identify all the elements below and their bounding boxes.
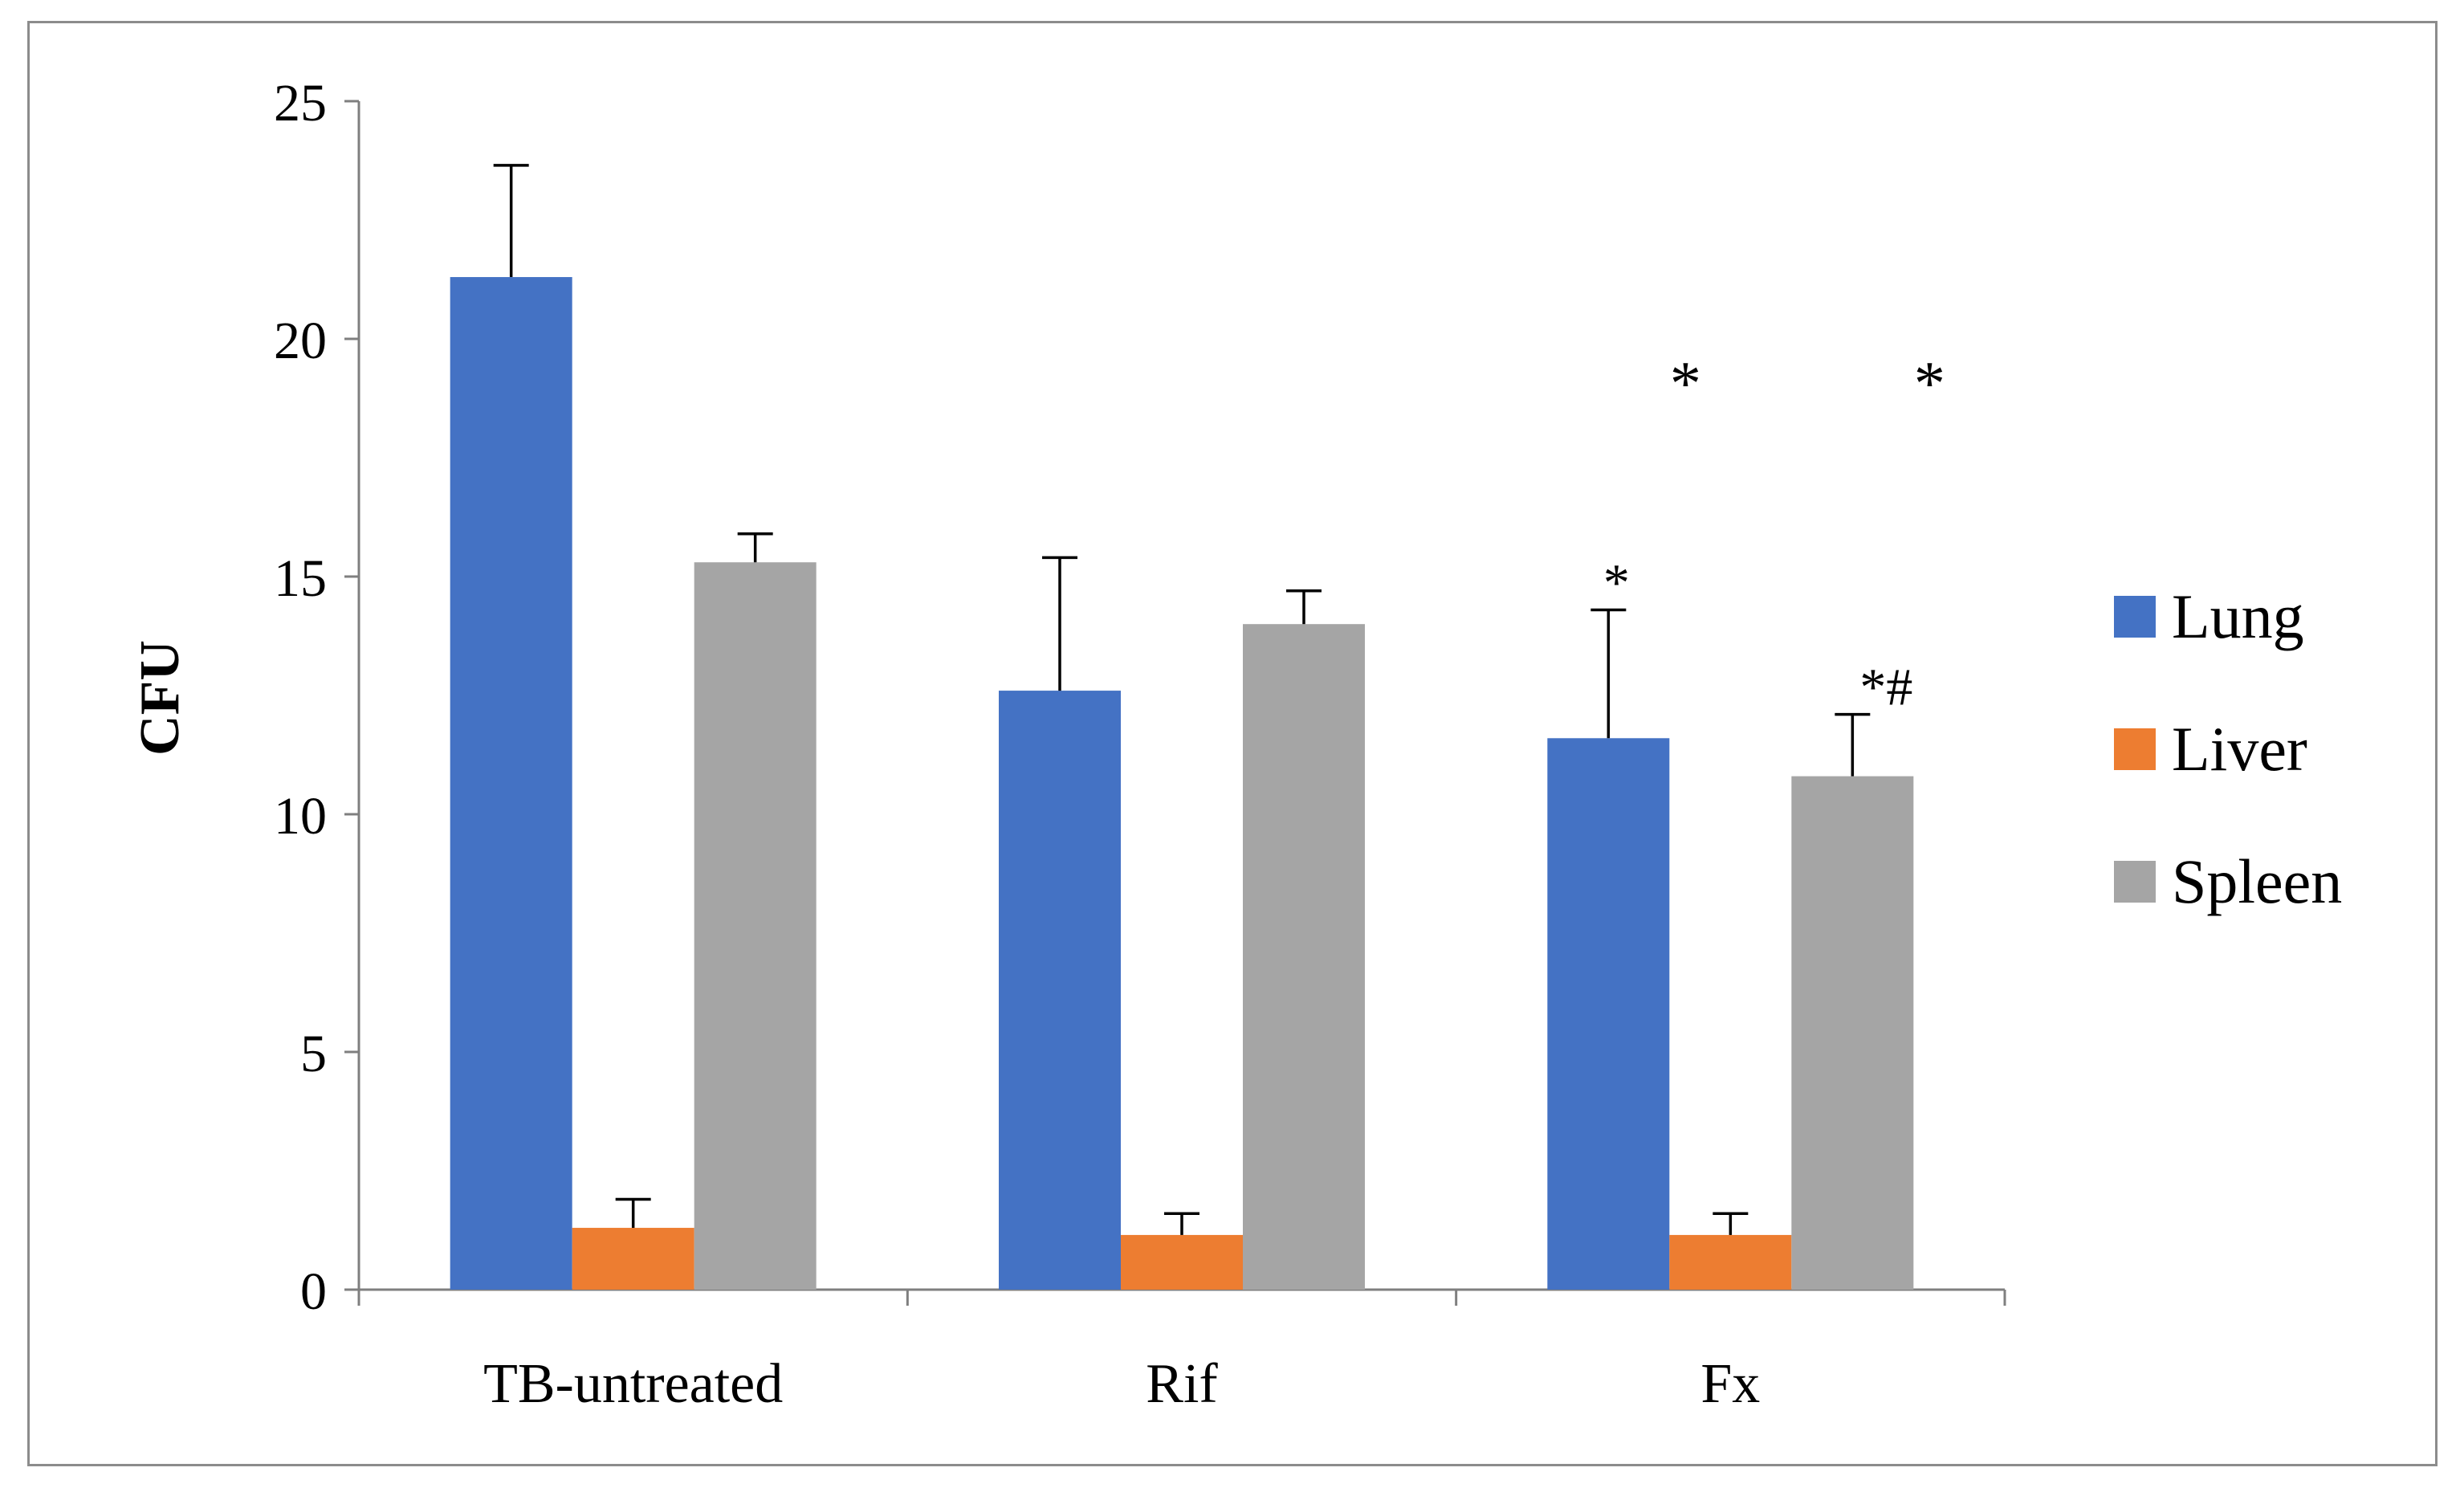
- axes: [344, 100, 2006, 1306]
- y-tick-label: 20: [274, 312, 327, 370]
- significance-marker: *#: [1859, 658, 1912, 717]
- legend-swatch-lung: [2114, 596, 2156, 638]
- y-tick-label: 25: [274, 74, 327, 132]
- annotations: * *# * *: [1603, 348, 1945, 716]
- y-axis-label: CFU: [129, 640, 191, 756]
- legend-swatch-spleen: [2114, 861, 2156, 903]
- legend-label-lung: Lung: [2172, 581, 2304, 651]
- legend: Lung Liver Spleen: [2114, 581, 2342, 916]
- x-tick-label: Rif: [1146, 1353, 1218, 1415]
- significance-marker: *: [1670, 348, 1701, 418]
- y-tick-label: 5: [300, 1025, 327, 1083]
- legend-label-liver: Liver: [2172, 714, 2307, 784]
- bar-liver-tb-untreated: [572, 1228, 694, 1290]
- bar-spleen-tb-untreated: [694, 562, 817, 1290]
- bar-lung-tb-untreated: [450, 277, 572, 1290]
- y-tick-label: 15: [274, 549, 327, 608]
- bar-lung-fx: [1547, 738, 1670, 1290]
- legend-label-spleen: Spleen: [2172, 846, 2342, 916]
- y-tick-label: 0: [300, 1262, 327, 1321]
- bar-spleen-rif: [1243, 624, 1365, 1290]
- x-tick-label: Fx: [1700, 1353, 1760, 1415]
- bar-liver-fx: [1669, 1234, 1792, 1290]
- bar-lung-rif: [999, 691, 1121, 1290]
- bar-liver-rif: [1121, 1234, 1243, 1290]
- significance-marker: *: [1603, 553, 1630, 612]
- significance-marker: *: [1914, 348, 1945, 418]
- x-tick-label: TB-untreated: [483, 1353, 783, 1415]
- y-tick-label: 10: [274, 787, 327, 846]
- legend-swatch-liver: [2114, 728, 2156, 770]
- tick-labels: 0 5 10 15 20 25 TB-untreated Rif Fx: [274, 74, 1760, 1415]
- error-bars: [493, 164, 1871, 1235]
- bar-spleen-fx: [1791, 776, 1914, 1290]
- bars: [450, 277, 1914, 1290]
- chart-frame: [27, 21, 2438, 1466]
